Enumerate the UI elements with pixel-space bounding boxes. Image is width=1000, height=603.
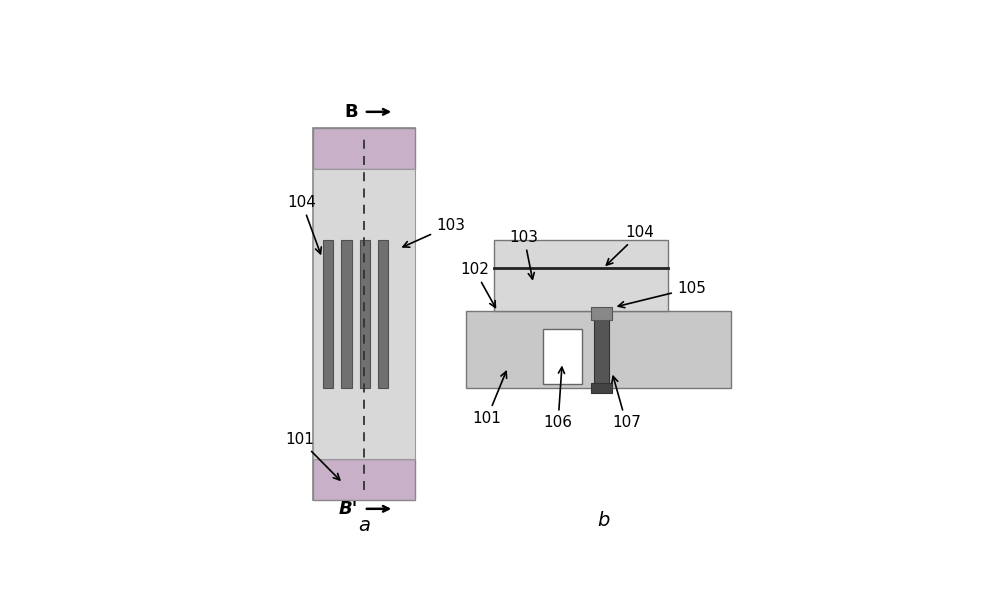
Text: a: a [358,516,370,535]
Text: b: b [597,511,609,530]
Text: 105: 105 [618,281,706,308]
Bar [543,329,582,384]
Text: 101: 101 [285,432,340,480]
Text: B: B [345,103,358,121]
Bar [494,239,668,312]
Bar [591,384,612,393]
Text: 103: 103 [403,218,465,247]
Bar [341,239,352,388]
Bar [466,312,731,388]
Text: 107: 107 [612,376,641,431]
Bar [591,308,612,320]
Text: 106: 106 [544,367,573,431]
Text: 104: 104 [606,225,655,265]
Bar [360,239,370,388]
Bar [594,309,609,390]
Bar [313,128,415,499]
Bar [323,239,333,388]
Text: 103: 103 [510,230,539,279]
Text: 101: 101 [473,371,507,426]
Text: B': B' [339,500,358,518]
Bar [313,459,415,499]
Text: 104: 104 [287,195,321,254]
Bar [313,169,415,459]
Bar [313,128,415,169]
Text: 102: 102 [460,262,495,308]
Bar [378,239,388,388]
